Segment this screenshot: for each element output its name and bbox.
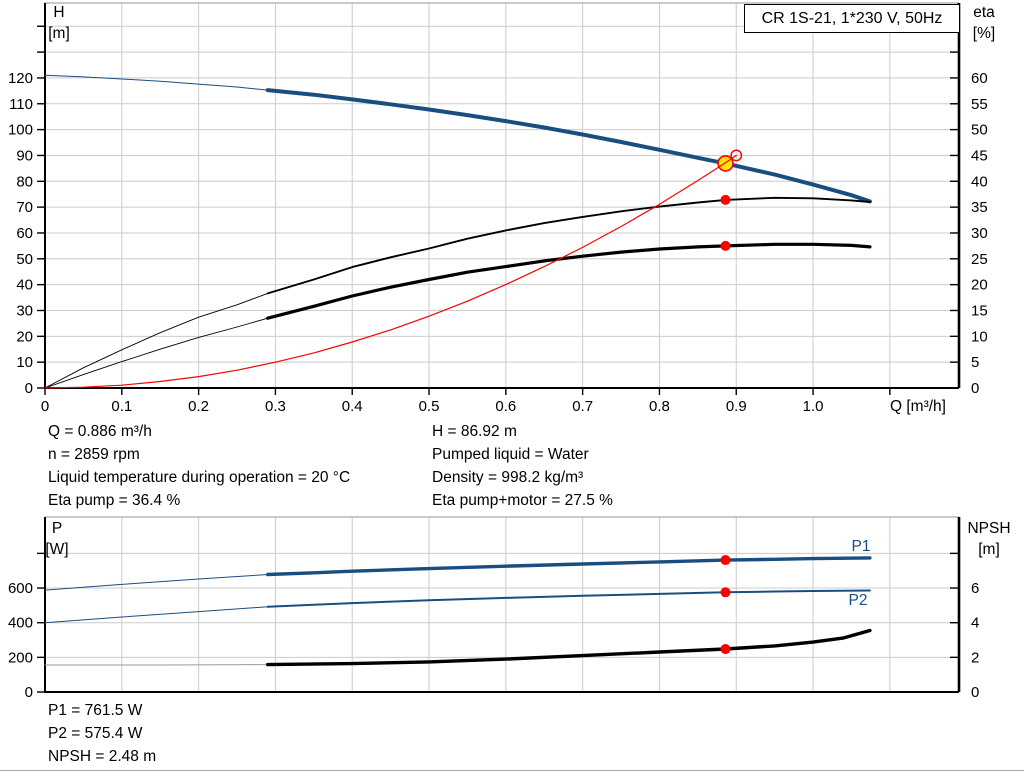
tick-label: 55 bbox=[971, 96, 988, 113]
tick-label: 0.5 bbox=[419, 398, 440, 415]
eta-axis-label-line1: eta bbox=[973, 4, 995, 21]
npsh-axis-label: NPSH [m] bbox=[960, 518, 1018, 560]
tick-label: 0 bbox=[971, 380, 979, 397]
p2-curve-label: P2 bbox=[848, 592, 868, 609]
tick-label: 0.6 bbox=[495, 398, 516, 415]
tick-label: 80 bbox=[16, 173, 33, 190]
duty-info-left: Q = 0.886 m³/h n = 2859 rpm Liquid tempe… bbox=[48, 420, 350, 512]
tick-label: 5 bbox=[971, 354, 979, 371]
tick-label: 120 bbox=[8, 70, 33, 87]
h-axis-label-line2: [m] bbox=[48, 25, 70, 42]
curve-eta-pump-motor bbox=[266, 242, 872, 320]
tick-label: 0 bbox=[971, 684, 979, 701]
h-axis-label-line1: H bbox=[53, 4, 65, 21]
info-eta-pumpmotor: Eta pump+motor = 27.5 % bbox=[432, 492, 613, 509]
pump-title-box: CR 1S-21, 1*230 V, 50Hz bbox=[744, 4, 960, 33]
p-axis-label: P [W] bbox=[36, 518, 78, 560]
eta-axis-label-line2: [%] bbox=[972, 25, 996, 42]
tick-label: 0.4 bbox=[342, 398, 363, 415]
duty-info-right: H = 86.92 m Pumped liquid = Water Densit… bbox=[432, 420, 613, 512]
info-eta-pump: Eta pump = 36.4 % bbox=[48, 492, 181, 509]
tick-label: 0.1 bbox=[111, 398, 132, 415]
bottom-divider bbox=[0, 770, 1024, 771]
tick-label: 0.3 bbox=[265, 398, 286, 415]
curve-h bbox=[265, 88, 872, 204]
tick-label: 50 bbox=[16, 251, 33, 268]
marker-npsh-point bbox=[720, 644, 731, 655]
info-speed: n = 2859 rpm bbox=[48, 446, 140, 463]
tick-label: 10 bbox=[16, 354, 33, 371]
tick-label: 600 bbox=[8, 580, 33, 597]
tick-label: 40 bbox=[971, 173, 988, 190]
curve-eta-pump bbox=[44, 292, 269, 389]
p1-curve-label: P1 bbox=[851, 538, 871, 555]
tick-label: 0.7 bbox=[572, 398, 593, 415]
tick-label: 6 bbox=[971, 580, 979, 597]
tick-label: 15 bbox=[971, 302, 988, 319]
marker-eta-pump-point bbox=[720, 194, 731, 205]
info-density: Density = 998.2 kg/m³ bbox=[432, 469, 584, 486]
eta-axis-label: eta [%] bbox=[961, 2, 1007, 44]
tick-label: 50 bbox=[971, 122, 988, 139]
curve-h bbox=[44, 74, 269, 91]
tick-label: 10 bbox=[971, 328, 988, 345]
p-axis-label-line1: P bbox=[51, 520, 63, 537]
power-info-block: P1 = 761.5 W P2 = 575.4 W NPSH = 2.48 m bbox=[48, 699, 156, 768]
npsh-axis-label-line2: [m] bbox=[978, 541, 1000, 558]
marker-p2-point bbox=[720, 587, 731, 598]
curve-p2 bbox=[266, 589, 871, 608]
tick-label: 0.8 bbox=[649, 398, 670, 415]
tick-label: 0.9 bbox=[726, 398, 747, 415]
tick-label: 25 bbox=[971, 251, 988, 268]
h-axis-label: H [m] bbox=[38, 2, 80, 44]
q-axis-label: Q [m³/h] bbox=[890, 398, 946, 415]
curve-eta-pump-motor bbox=[44, 317, 269, 389]
tick-label: 20 bbox=[16, 328, 33, 345]
tick-label: 30 bbox=[16, 302, 33, 319]
tick-label: 2 bbox=[971, 649, 979, 666]
info-liquid: Pumped liquid = Water bbox=[432, 446, 589, 463]
tick-label: 45 bbox=[971, 147, 988, 164]
power-npsh-chart: 0 200 400 600 0 2 4 6 bbox=[8, 516, 979, 701]
info-temperature: Liquid temperature during operation = 20… bbox=[48, 469, 351, 486]
p-axis-label-line2: [W] bbox=[45, 541, 69, 558]
marker-eta-pump-motor-point bbox=[720, 240, 731, 251]
tick-label: 40 bbox=[16, 277, 33, 294]
pump-title-text: CR 1S-21, 1*230 V, 50Hz bbox=[761, 10, 943, 27]
tick-label: 30 bbox=[971, 225, 988, 242]
tick-label: 60 bbox=[971, 70, 988, 87]
curve-npsh bbox=[266, 628, 872, 667]
tick-label: 0 bbox=[25, 380, 33, 397]
curve-p1 bbox=[266, 556, 872, 577]
tick-label: 60 bbox=[16, 225, 33, 242]
tick-label: 0 bbox=[41, 398, 49, 415]
info-p2: P2 = 575.4 W bbox=[48, 725, 143, 742]
marker-duty-point-requested bbox=[730, 149, 743, 162]
tick-label: 400 bbox=[8, 615, 33, 632]
npsh-axis-label-line1: NPSH bbox=[967, 520, 1011, 537]
tick-label: 200 bbox=[8, 649, 33, 666]
tick-label: 0.2 bbox=[188, 398, 209, 415]
marker-p1-point bbox=[720, 555, 731, 566]
tick-label: 90 bbox=[16, 147, 33, 164]
curve-system-curve bbox=[44, 154, 737, 389]
tick-label: 35 bbox=[971, 199, 988, 216]
curve-eta-pump bbox=[266, 196, 871, 295]
tick-label: 0 bbox=[25, 684, 33, 701]
info-head: H = 86.92 m bbox=[432, 423, 517, 440]
tick-label: 20 bbox=[971, 277, 988, 294]
tick-label: 100 bbox=[8, 122, 33, 139]
info-flow: Q = 0.886 m³/h bbox=[48, 423, 152, 440]
tick-label: 4 bbox=[971, 615, 979, 632]
tick-label: 110 bbox=[9, 96, 33, 113]
hq-eta-chart: 0 0.1 0.2 0.3 0.4 0.5 0.6 0.7 0.8 0.9 1.0 0 10 20 30 40… bbox=[8, 2, 988, 415]
curve-p2 bbox=[44, 606, 269, 624]
curve-p1 bbox=[44, 574, 269, 591]
tick-label: 70 bbox=[16, 199, 33, 216]
info-p1: P1 = 761.5 W bbox=[48, 702, 143, 719]
tick-label: 1.0 bbox=[803, 398, 824, 415]
info-npsh: NPSH = 2.48 m bbox=[48, 748, 157, 765]
